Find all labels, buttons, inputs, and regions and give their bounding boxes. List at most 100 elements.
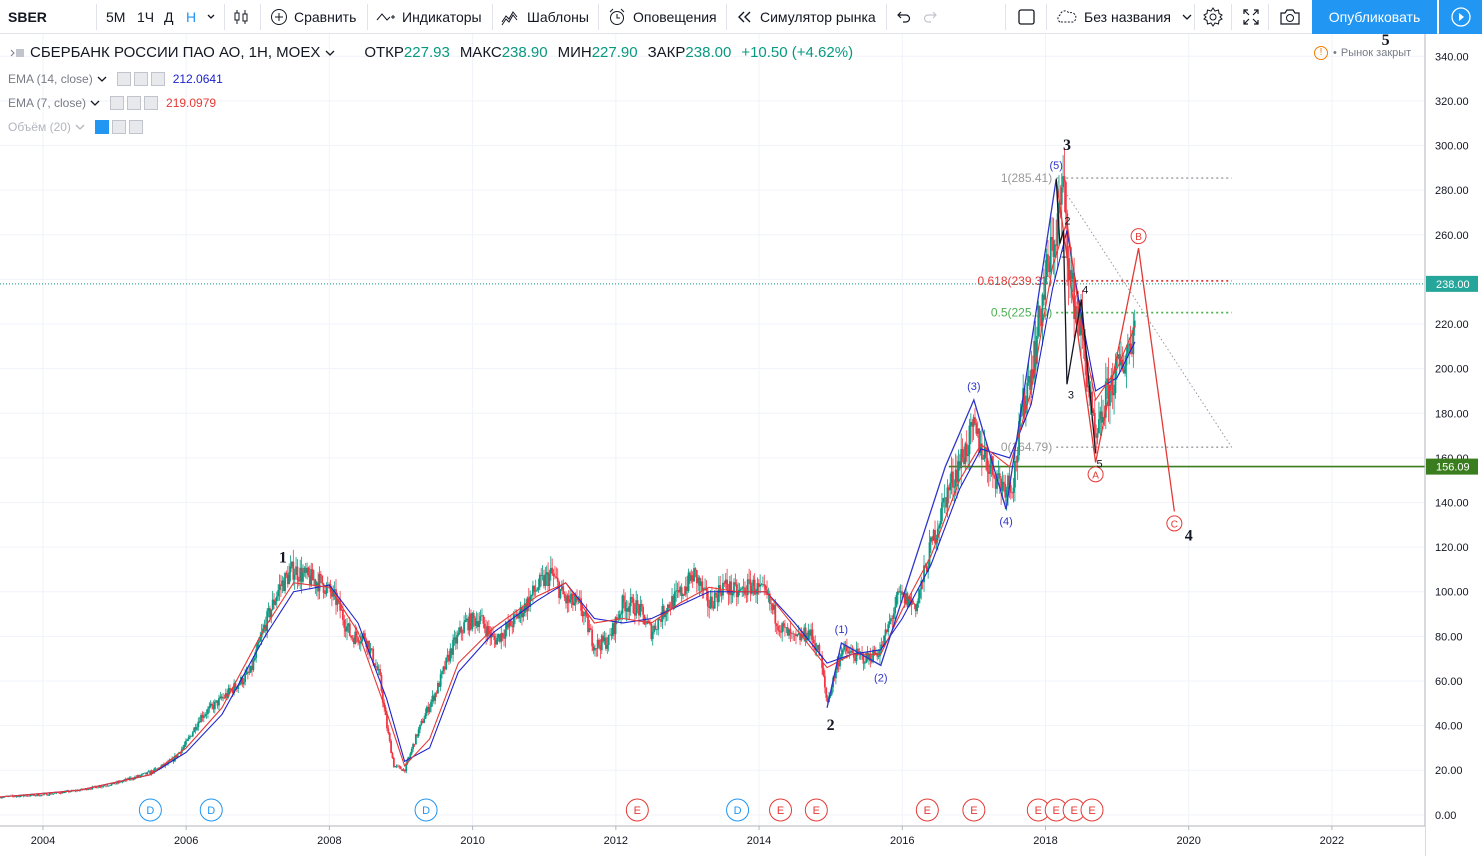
- hidden-eye-icon[interactable]: [94, 120, 109, 134]
- candle-body: [595, 648, 598, 649]
- candle-body: [274, 600, 277, 605]
- fullscreen-button[interactable]: [1241, 0, 1261, 34]
- candle-body: [263, 624, 266, 629]
- rewind-icon: [738, 11, 751, 23]
- candle-body: [463, 622, 465, 633]
- candle-body: [275, 596, 278, 601]
- candle-body: [487, 626, 490, 633]
- redo-button[interactable]: [923, 0, 939, 34]
- candle-body: [402, 769, 405, 771]
- candle-body: [638, 605, 640, 616]
- candle-body: [711, 596, 713, 607]
- interval-5m[interactable]: 5М: [106, 9, 126, 25]
- event-marker-label: E: [813, 805, 820, 817]
- candle-body: [96, 787, 99, 789]
- volume-legend[interactable]: Объём (20): [8, 120, 143, 134]
- candle-body: [1062, 176, 1065, 188]
- candle-body: [1073, 272, 1076, 320]
- eye-icon[interactable]: [110, 96, 125, 110]
- ema7-series-line: [0, 221, 1136, 798]
- candle-body: [724, 579, 727, 584]
- y-tick-label: 340.00: [1435, 51, 1469, 63]
- close-icon[interactable]: [150, 72, 165, 86]
- bullet-icon: •: [1333, 47, 1337, 59]
- settings-button[interactable]: [1202, 0, 1224, 34]
- candle-body: [1109, 385, 1111, 406]
- candle-body: [978, 428, 981, 453]
- chevron-down-icon[interactable]: [324, 48, 336, 58]
- y-tick-label: 100.00: [1435, 587, 1469, 599]
- replay-button[interactable]: Симулятор рынка: [736, 0, 876, 34]
- gear-icon[interactable]: [127, 96, 142, 110]
- candle-body: [917, 598, 920, 604]
- candle-body: [812, 639, 815, 644]
- major-wave-label: 3: [1063, 137, 1071, 154]
- close-icon[interactable]: [144, 96, 159, 110]
- candle-body: [307, 567, 310, 576]
- interval-day[interactable]: Д: [164, 9, 174, 25]
- candle-body: [644, 623, 647, 625]
- candle-body: [642, 606, 644, 615]
- ema14-legend[interactable]: EMA (14, close) 212.0641: [8, 72, 223, 86]
- price-chart[interactable]: 1(285.41)0.618(239.33)0.5(225.10)0(164.7…: [0, 34, 1482, 856]
- alerts-button[interactable]: Оповещения: [607, 0, 717, 34]
- candle-body: [401, 769, 404, 771]
- interval-week[interactable]: Н: [186, 9, 197, 25]
- symbol-title[interactable]: СБЕРБАНК РОССИИ ПАО АО, 1Н, MOEX: [30, 44, 321, 61]
- collapse-legend-icon[interactable]: [8, 46, 26, 60]
- layout-name-button[interactable]: Без названия: [1054, 0, 1193, 34]
- interval-1h[interactable]: 1Ч: [137, 9, 155, 25]
- candle-body: [238, 683, 241, 686]
- candle-body: [394, 766, 397, 768]
- symbol-search[interactable]: SBER: [8, 9, 47, 25]
- candle-body: [536, 589, 538, 591]
- close-icon[interactable]: [128, 120, 143, 134]
- chevron-down-icon[interactable]: [74, 122, 86, 132]
- candle-body: [1002, 481, 1005, 485]
- gear-icon[interactable]: [133, 72, 148, 86]
- ema7-legend[interactable]: EMA (7, close) 219.0979: [8, 96, 216, 110]
- candle-body: [29, 794, 32, 797]
- chart-type-button[interactable]: [232, 0, 250, 34]
- interval-dropdown[interactable]: [206, 0, 216, 34]
- candle-body: [866, 652, 869, 660]
- publish-button[interactable]: Опубликовать: [1312, 0, 1437, 34]
- indicators-button[interactable]: Индикаторы: [376, 0, 482, 34]
- candle-body: [994, 477, 997, 489]
- candle-body: [1033, 341, 1036, 379]
- candle-body: [175, 755, 178, 758]
- eye-icon[interactable]: [116, 72, 131, 86]
- candle-body: [522, 613, 525, 618]
- chevron-down-icon[interactable]: [96, 74, 108, 84]
- candle-body: [1053, 244, 1056, 258]
- screenshot-button[interactable]: [1279, 0, 1301, 34]
- candle-body: [715, 592, 717, 595]
- candle-body: [554, 576, 556, 577]
- candle-body: [54, 792, 56, 794]
- candle-body: [538, 574, 541, 588]
- candle-body: [1040, 317, 1042, 327]
- gear-icon[interactable]: [111, 120, 126, 134]
- chevron-down-icon[interactable]: [89, 98, 101, 108]
- candle-body: [647, 621, 650, 623]
- candle-body: [609, 634, 611, 636]
- candles-icon: [234, 10, 248, 24]
- publish-menu-button[interactable]: [1439, 0, 1482, 34]
- layout-checkbox[interactable]: [1017, 0, 1037, 34]
- candle-body: [534, 590, 537, 592]
- templates-button[interactable]: Шаблоны: [501, 0, 589, 34]
- candle-body: [224, 693, 227, 698]
- candle-body: [1031, 369, 1034, 379]
- candle-body: [252, 660, 255, 671]
- candle-body: [512, 614, 515, 628]
- candle-body: [989, 464, 992, 474]
- candle-body: [1007, 475, 1009, 490]
- x-tick-label: 2018: [1033, 835, 1057, 847]
- candle-body: [398, 765, 401, 767]
- compare-button[interactable]: Сравнить: [270, 0, 356, 34]
- change-value: +10.50 (+4.62%): [741, 44, 854, 61]
- candle-body: [357, 637, 359, 643]
- candle-body: [578, 597, 581, 599]
- undo-button[interactable]: [895, 0, 911, 34]
- market-status[interactable]: ! • Рынок закрыт: [1314, 46, 1411, 60]
